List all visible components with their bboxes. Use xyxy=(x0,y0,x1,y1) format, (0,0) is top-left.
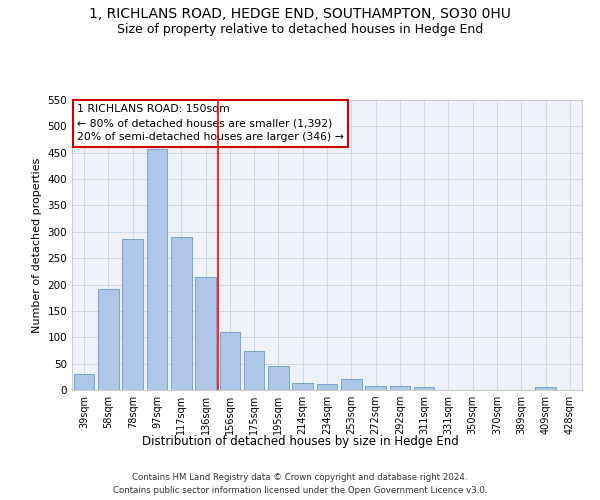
Bar xyxy=(74,374,94,390)
Text: Distribution of detached houses by size in Hedge End: Distribution of detached houses by size … xyxy=(142,435,458,448)
Text: Contains public sector information licensed under the Open Government Licence v3: Contains public sector information licen… xyxy=(113,486,487,495)
Bar xyxy=(268,366,289,390)
Bar xyxy=(146,148,167,390)
Bar xyxy=(220,332,240,390)
Bar xyxy=(171,236,191,390)
Bar xyxy=(341,380,362,390)
Bar xyxy=(414,388,434,390)
Bar xyxy=(317,384,337,390)
Text: Size of property relative to detached houses in Hedge End: Size of property relative to detached ho… xyxy=(117,22,483,36)
Y-axis label: Number of detached properties: Number of detached properties xyxy=(32,158,42,332)
Bar xyxy=(535,388,556,390)
Bar xyxy=(195,277,216,390)
Bar xyxy=(122,238,143,390)
Text: 1 RICHLANS ROAD: 150sqm
← 80% of detached houses are smaller (1,392)
20% of semi: 1 RICHLANS ROAD: 150sqm ← 80% of detache… xyxy=(77,104,344,142)
Bar xyxy=(98,289,119,390)
Bar xyxy=(244,351,265,390)
Bar xyxy=(365,386,386,390)
Text: Contains HM Land Registry data © Crown copyright and database right 2024.: Contains HM Land Registry data © Crown c… xyxy=(132,472,468,482)
Text: 1, RICHLANS ROAD, HEDGE END, SOUTHAMPTON, SO30 0HU: 1, RICHLANS ROAD, HEDGE END, SOUTHAMPTON… xyxy=(89,8,511,22)
Bar xyxy=(389,386,410,390)
Bar xyxy=(292,383,313,390)
